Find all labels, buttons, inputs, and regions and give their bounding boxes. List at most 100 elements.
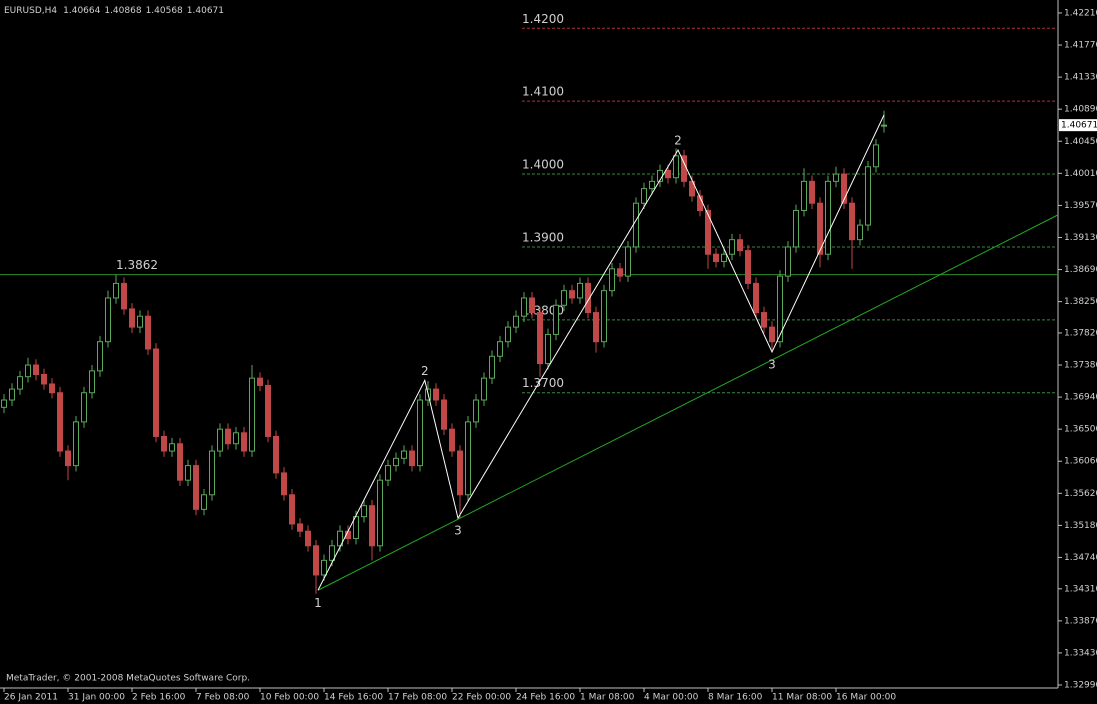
candle-body (145, 315, 151, 350)
candle-body (849, 202, 855, 241)
x-tick-label: 26 Jan 2011 (4, 693, 58, 703)
candle-body (801, 180, 807, 212)
y-tick-label: 1.34740 (1064, 553, 1097, 563)
level-label: 1.3700 (522, 376, 564, 390)
candle-body (385, 465, 391, 481)
candle-body (105, 297, 111, 343)
candle-body (617, 268, 623, 277)
candle-body (233, 432, 239, 445)
candle-body (857, 224, 863, 241)
y-tick-label: 1.40890 (1064, 105, 1097, 115)
x-tick-label: 14 Feb 16:00 (324, 693, 383, 703)
candle-body (297, 523, 303, 532)
candle-body (273, 435, 279, 474)
candle-body (641, 188, 647, 204)
candle-body (193, 465, 199, 510)
wave-label: 3 (768, 357, 776, 371)
candle-body (265, 384, 271, 437)
y-tick-label: 1.37820 (1064, 328, 1097, 338)
y-tick-label: 1.40450 (1064, 137, 1097, 147)
candle-body (97, 341, 103, 372)
candle-body (777, 275, 783, 343)
y-tick-label: 1.36500 (1064, 425, 1097, 435)
candle-body (129, 308, 135, 328)
candle-body (809, 180, 815, 204)
level-label: 1.3862 (116, 258, 158, 272)
candle-body (321, 559, 327, 576)
candle-body (81, 392, 87, 423)
candle-body (625, 246, 631, 277)
candle-body (9, 388, 15, 401)
candle-body (169, 443, 175, 452)
candle-body (585, 282, 591, 314)
wave-label: 2 (674, 134, 682, 148)
candle-body (433, 388, 439, 401)
trendline (317, 214, 1059, 591)
candle-body (529, 297, 535, 314)
candle-body (113, 282, 119, 299)
wave-label: 1 (314, 596, 322, 610)
candle-body (833, 173, 839, 182)
candle-body (865, 166, 871, 226)
candle-body (33, 364, 39, 376)
candle-body (305, 530, 311, 547)
candle-body (561, 290, 567, 306)
wave-label: 3 (454, 524, 462, 538)
candle-body (737, 239, 743, 252)
candle-body (761, 312, 767, 328)
level-label: 1.3900 (522, 230, 564, 244)
candle-body (609, 268, 615, 292)
x-tick-label: 2 Feb 16:00 (132, 693, 186, 703)
y-tick-label: 1.37380 (1064, 361, 1097, 371)
x-tick-label: 16 Mar 00:00 (836, 693, 896, 703)
close: 1.40671 (187, 6, 224, 16)
candle-body (473, 399, 479, 423)
x-tick-label: 22 Feb 00:00 (452, 693, 511, 703)
candle-body (729, 239, 735, 255)
x-tick-label: 10 Feb 00:00 (260, 693, 319, 703)
candle-body (721, 253, 727, 263)
candle-body (577, 282, 583, 299)
candle-body (465, 421, 471, 496)
candle-body (17, 376, 23, 390)
candle-body (313, 545, 319, 576)
candle-body (713, 253, 719, 263)
candle-body (817, 202, 823, 255)
x-tick-label: 8 Mar 16:00 (708, 693, 763, 703)
candle-body (89, 370, 95, 394)
x-tick-label: 1 Mar 08:00 (580, 693, 635, 703)
candle-body (153, 348, 159, 437)
candle-body (745, 250, 751, 284)
candle-body (369, 505, 375, 547)
y-tick-label: 1.35180 (1064, 521, 1097, 531)
candle-body (49, 383, 55, 394)
x-tick-label: 7 Feb 08:00 (196, 693, 250, 703)
symbol: EURUSD,H4 (4, 6, 57, 16)
candle-body (217, 428, 223, 452)
candle-body (441, 399, 447, 430)
candle-body (25, 364, 31, 378)
candle-body (569, 290, 575, 299)
candle-body (249, 377, 255, 452)
candle-body (393, 457, 399, 467)
candle-body (401, 450, 407, 459)
candle-body (329, 545, 335, 561)
y-tick-label: 1.41330 (1064, 73, 1097, 83)
x-tick-label: 11 Mar 08:00 (772, 693, 832, 703)
candle-body (177, 443, 183, 481)
candle-body (457, 450, 463, 496)
candle-body (825, 180, 831, 255)
x-tick-label: 17 Feb 08:00 (388, 693, 447, 703)
candle-body (649, 180, 655, 190)
candle-body (841, 173, 847, 204)
level-label: 1.4100 (522, 85, 564, 99)
y-tick-label: 1.36060 (1064, 457, 1097, 467)
candle-body (881, 124, 887, 127)
candle-body (545, 333, 551, 365)
candle-body (633, 202, 639, 248)
candle-body (705, 210, 711, 255)
candle-body (1, 399, 7, 408)
open: 1.40664 (63, 6, 100, 16)
candle-body (417, 399, 423, 467)
